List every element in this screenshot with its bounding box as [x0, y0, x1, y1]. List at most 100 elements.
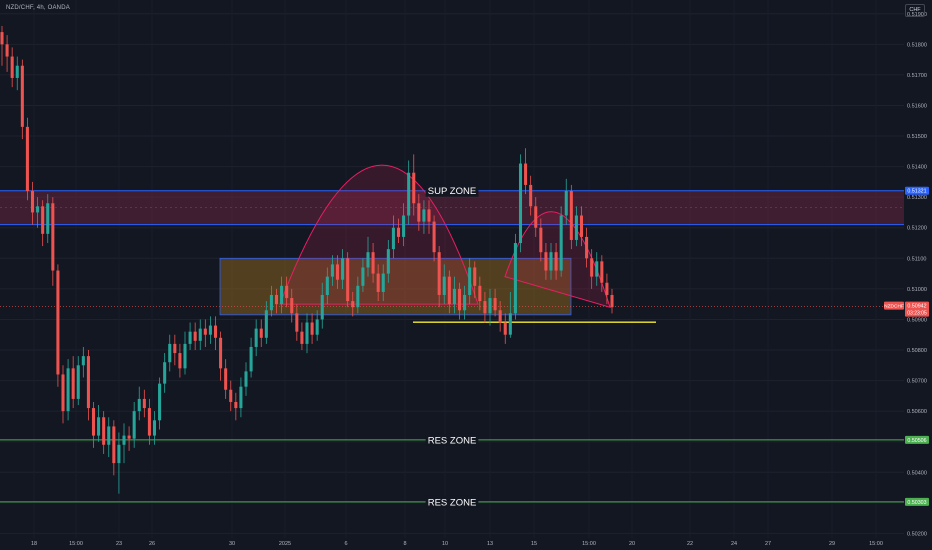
y-tick-label: 0.51700 — [907, 73, 927, 79]
candle-body — [585, 236, 589, 259]
candle-body — [447, 276, 451, 305]
candle-body — [280, 285, 284, 305]
candle-body — [422, 209, 426, 222]
x-tick-label: 23 — [116, 541, 122, 547]
candle-body — [417, 203, 421, 222]
y-tick-label: 0.51200 — [907, 226, 927, 232]
candle-body — [518, 163, 523, 244]
x-tick-label: 6 — [344, 541, 347, 547]
candle-body — [71, 368, 75, 399]
y-tick-label: 0.51600 — [907, 103, 927, 109]
candle-body — [5, 44, 9, 57]
candle-body — [0, 32, 4, 45]
chart-grid — [0, 13, 904, 534]
sup-zone-label-bg — [425, 184, 479, 197]
candle-body — [178, 353, 182, 369]
candle-body — [51, 203, 55, 271]
x-tick-label: 13 — [487, 541, 493, 547]
candle-body — [76, 365, 80, 399]
candle-body — [483, 301, 487, 314]
candle-body — [341, 258, 345, 280]
time-axis[interactable]: 18 15:00 23 26 30 2025 6 8 10 13 15 15:00 20 22 24 27 29… — [31, 541, 883, 547]
x-tick-label: 22 — [687, 541, 693, 547]
sup-zone-label: SUP ZONE — [428, 186, 476, 197]
x-tick-label: 2025 — [279, 541, 291, 547]
annotation-labels: SUP ZONE RES ZONE RES ZONE — [425, 184, 479, 508]
candle-body — [274, 294, 279, 305]
candle-body — [213, 325, 218, 338]
candle-body — [310, 322, 314, 335]
candle-body — [371, 252, 375, 274]
candle-body — [544, 252, 548, 271]
candle-body — [183, 343, 187, 369]
candle-body — [351, 301, 355, 308]
candle-body — [427, 209, 431, 222]
last-price-value: 0.50942 — [907, 304, 926, 310]
candle-body — [86, 356, 90, 409]
candle-body — [432, 221, 436, 253]
candle-body — [503, 322, 507, 335]
candles-layer — [0, 25, 614, 494]
candle-body — [224, 368, 228, 390]
candle-body — [285, 285, 289, 299]
y-tick-label: 0.51500 — [907, 134, 927, 140]
symbol-tag-bg — [884, 301, 904, 310]
price-axis[interactable]: 0.51900 0.51800 0.51700 0.51600 0.51500 0.514… — [884, 12, 929, 538]
currency-button[interactable]: CHF — [905, 4, 925, 17]
candle-body — [402, 215, 406, 237]
y-tick-label: 0.50900 — [907, 317, 927, 323]
candle-body — [488, 298, 492, 314]
x-tick-label: 27 — [765, 541, 771, 547]
candle-body — [478, 285, 482, 302]
candle-body — [549, 252, 553, 271]
y-tick-label: 0.50800 — [907, 348, 927, 354]
candle-body — [361, 267, 365, 286]
candle-body — [508, 313, 512, 335]
candle-body — [529, 184, 533, 207]
candle-body — [203, 328, 207, 335]
price-badge: 0.51321 — [907, 189, 926, 195]
candle-body — [168, 343, 172, 363]
y-tick-label: 0.51400 — [907, 165, 927, 171]
symbol-title[interactable]: NZD/CHF, 4h, OANDA — [6, 5, 70, 11]
candle-body — [579, 215, 584, 237]
candle-body — [391, 227, 395, 250]
candle-body — [137, 398, 141, 412]
candle-body — [122, 435, 126, 445]
x-tick-label: 15 — [531, 541, 537, 547]
y-tick-label: 0.51000 — [907, 287, 927, 293]
candle-body — [473, 267, 477, 286]
y-tick-label: 0.51100 — [907, 256, 926, 262]
candle-body — [442, 276, 446, 295]
candle-body — [188, 331, 192, 344]
candle-body — [46, 203, 50, 234]
y-tick-label: 0.51300 — [907, 195, 927, 201]
candle-body — [249, 346, 253, 372]
price-badge-bg — [905, 435, 929, 444]
candle-body — [574, 215, 578, 240]
candle-body — [127, 435, 131, 439]
candle-body — [457, 288, 462, 311]
candle-body — [524, 163, 528, 185]
candle-body — [239, 386, 243, 409]
x-tick-label: 20 — [629, 541, 635, 547]
candle-body — [396, 227, 401, 237]
candle-body — [61, 374, 65, 412]
candle-body — [346, 258, 350, 302]
x-tick-label: 10 — [442, 541, 448, 547]
candle-body — [315, 319, 319, 335]
candle-body — [463, 294, 467, 311]
candle-body — [295, 313, 299, 332]
candle-body — [595, 261, 599, 277]
res-zone-label-1-bg — [425, 433, 479, 446]
y-tick-label: 0.50200 — [907, 531, 927, 537]
res-zone-label-2-bg — [425, 495, 479, 508]
candle-body — [412, 172, 416, 204]
candle-body — [305, 322, 309, 344]
candle-body — [539, 227, 543, 253]
y-tick-label: 0.51900 — [907, 12, 927, 18]
candle-body — [107, 426, 111, 445]
x-tick-label: 8 — [403, 541, 406, 547]
x-tick-label: 30 — [229, 541, 235, 547]
